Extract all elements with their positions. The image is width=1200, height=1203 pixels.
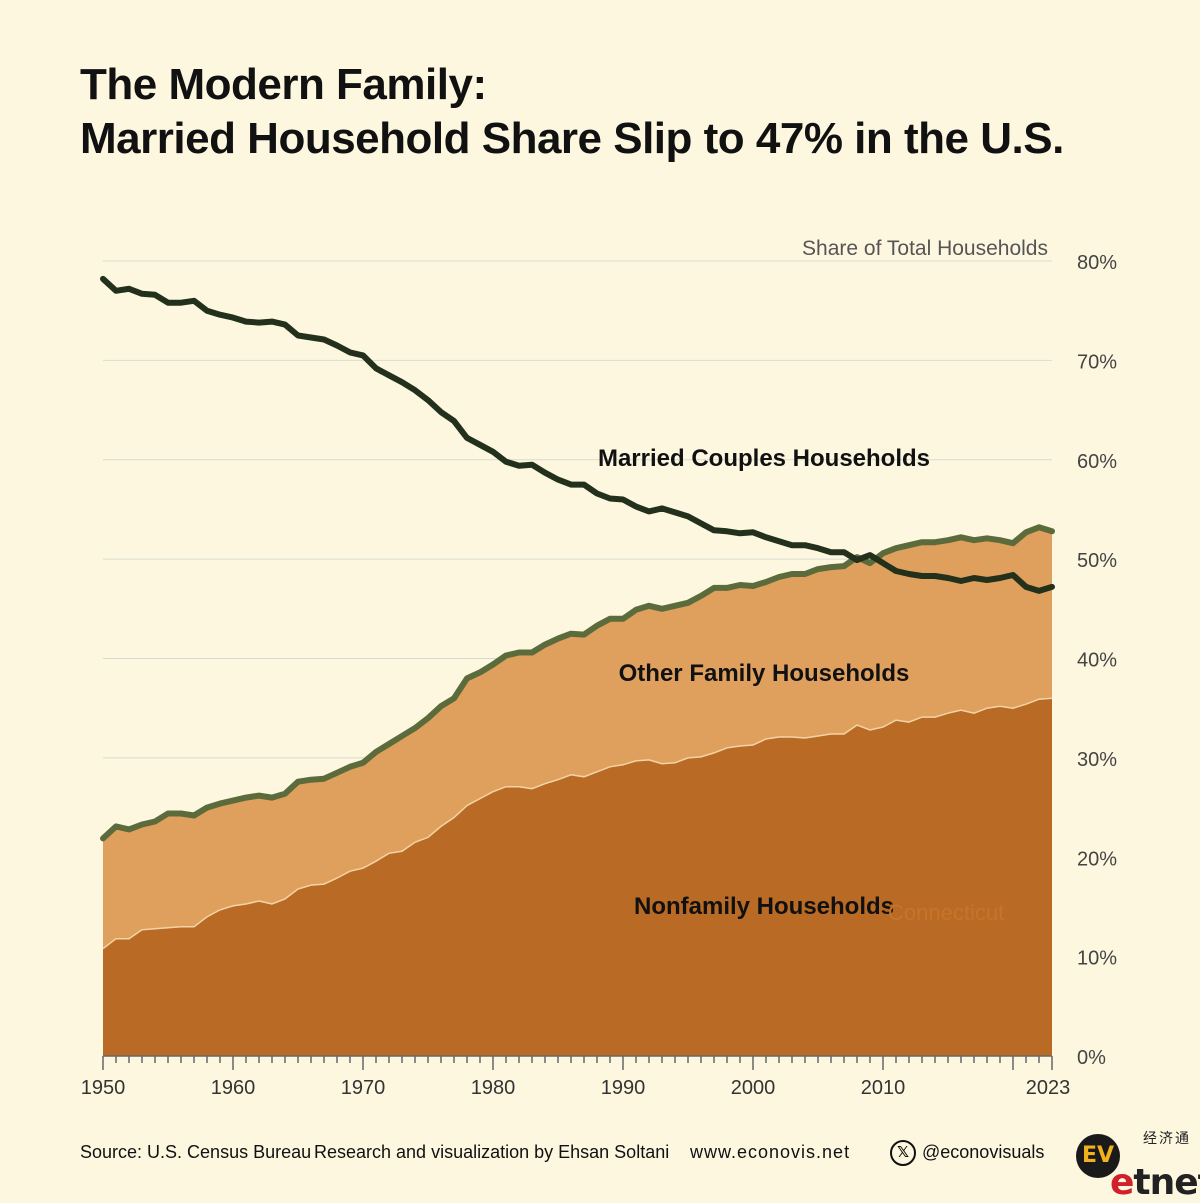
title-line-1: The Modern Family: <box>80 60 487 109</box>
x-tick-label: 2010 <box>861 1077 906 1099</box>
x-tick-label: 1990 <box>601 1077 646 1099</box>
y-tick-label: 0% <box>1077 1047 1106 1069</box>
etnet-logo: etnet <box>1110 1162 1200 1203</box>
x-tick-label: 2023 <box>1026 1077 1071 1099</box>
etnet-logo-e: e <box>1110 1162 1134 1203</box>
website-link[interactable]: www.econovis.net <box>690 1142 851 1162</box>
y-tick-label: 20% <box>1077 848 1117 870</box>
nonfamily-area <box>103 698 1052 1056</box>
x-tick-label: 1970 <box>341 1077 386 1099</box>
chart-title: The Modern Family: Married Household Sha… <box>80 58 1064 166</box>
credit-note: Research and visualization by Ehsan Solt… <box>314 1142 670 1162</box>
nonfamily-line <box>102 697 1053 950</box>
line-layer <box>100 275 1055 950</box>
x-tick-label: 1950 <box>81 1077 126 1099</box>
y-tick-label: 70% <box>1077 351 1117 373</box>
area-layer <box>103 527 1052 1056</box>
married-couples-line <box>100 275 1055 594</box>
other-family-line <box>100 524 1055 842</box>
ev-logo-icon: EV <box>1076 1134 1120 1178</box>
source-note: Source: U.S. Census Bureau <box>80 1142 312 1162</box>
y-tick-label: 80% <box>1077 252 1117 274</box>
etnet-logo-rest: tnet <box>1133 1162 1200 1203</box>
x-tick-label: 2000 <box>731 1077 776 1099</box>
y-tick-label: 40% <box>1077 650 1117 672</box>
y-tick-label: 50% <box>1077 550 1117 572</box>
other-family-label: Other Family Households <box>619 660 910 687</box>
title-line-2: Married Household Share Slip to 47% in t… <box>80 114 1064 163</box>
series-labels: Married Couples Households Other Family H… <box>598 445 1004 925</box>
x-icon[interactable]: 𝕏 <box>890 1140 916 1166</box>
stray-label: Connecticut <box>888 900 1004 925</box>
y-tick-label: 10% <box>1077 948 1117 970</box>
y-tick-label: 60% <box>1077 451 1117 473</box>
axes: 0% 10% 20% 30% 40% 50% 60% 70% 80% Share of Total… <box>81 237 1117 1099</box>
social-handle[interactable]: @econovisuals <box>922 1142 1045 1162</box>
nonfamily-label: Nonfamily Households <box>634 893 894 920</box>
x-tick-label: 1980 <box>471 1077 516 1099</box>
y-axis-title: Share of Total Households <box>802 237 1048 260</box>
x-tick-label: 1960 <box>211 1077 256 1099</box>
married-couples-label: Married Couples Households <box>598 445 930 472</box>
y-tick-label: 30% <box>1077 749 1117 771</box>
etnet-chinese-logo: 经济通 <box>1143 1131 1191 1147</box>
